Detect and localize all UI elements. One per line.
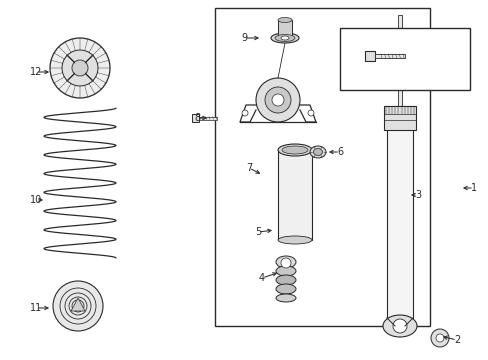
Bar xyxy=(278,150,311,240)
Text: 5: 5 xyxy=(254,227,261,237)
Circle shape xyxy=(264,87,290,113)
Text: 3: 3 xyxy=(414,190,420,200)
Bar xyxy=(397,15,401,106)
Circle shape xyxy=(307,110,313,116)
Ellipse shape xyxy=(275,256,295,268)
Text: 2: 2 xyxy=(453,335,459,345)
Ellipse shape xyxy=(275,284,295,294)
Bar xyxy=(199,117,217,120)
Text: 8: 8 xyxy=(356,47,362,57)
Circle shape xyxy=(72,60,88,76)
Ellipse shape xyxy=(382,315,416,337)
Ellipse shape xyxy=(275,266,295,276)
Ellipse shape xyxy=(275,294,295,302)
Ellipse shape xyxy=(313,148,322,156)
Circle shape xyxy=(392,319,406,333)
Text: 6: 6 xyxy=(336,147,343,157)
Bar xyxy=(215,8,429,326)
Ellipse shape xyxy=(282,146,307,154)
Text: 1: 1 xyxy=(470,183,476,193)
Circle shape xyxy=(271,94,284,106)
Ellipse shape xyxy=(278,236,311,244)
Bar xyxy=(394,318,404,330)
Text: 9: 9 xyxy=(241,33,246,43)
Bar xyxy=(383,106,415,130)
Bar xyxy=(386,128,412,318)
Circle shape xyxy=(62,50,98,86)
Circle shape xyxy=(435,334,443,342)
Polygon shape xyxy=(71,298,85,311)
Ellipse shape xyxy=(281,36,288,40)
Ellipse shape xyxy=(270,33,298,43)
Circle shape xyxy=(430,329,448,347)
Ellipse shape xyxy=(275,275,295,285)
Bar xyxy=(364,51,374,61)
Circle shape xyxy=(53,281,103,331)
Text: 4: 4 xyxy=(259,273,264,283)
Circle shape xyxy=(50,38,110,98)
Ellipse shape xyxy=(278,144,311,156)
Circle shape xyxy=(281,258,290,268)
Ellipse shape xyxy=(309,146,325,158)
Text: 12: 12 xyxy=(30,67,42,77)
Bar xyxy=(374,54,404,58)
Text: 10: 10 xyxy=(30,195,42,205)
Text: 11: 11 xyxy=(30,303,42,313)
Text: 7: 7 xyxy=(245,163,252,173)
Bar xyxy=(339,28,469,90)
Bar xyxy=(192,114,199,122)
Bar xyxy=(278,20,291,38)
Ellipse shape xyxy=(278,18,291,22)
Circle shape xyxy=(256,78,299,122)
Circle shape xyxy=(242,110,247,116)
Text: 8: 8 xyxy=(194,113,200,123)
Ellipse shape xyxy=(274,35,294,41)
